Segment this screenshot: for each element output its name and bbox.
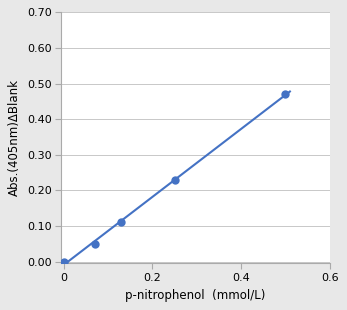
- Point: [92, 241, 98, 246]
- Y-axis label: Abs.(405nm)ΔBlank: Abs.(405nm)ΔBlank: [8, 79, 21, 196]
- Point: [61, 259, 66, 264]
- Point: [172, 177, 177, 182]
- X-axis label: p-nitrophenol  (mmol/L): p-nitrophenol (mmol/L): [125, 289, 266, 302]
- Point: [283, 92, 288, 97]
- Point: [118, 220, 124, 225]
